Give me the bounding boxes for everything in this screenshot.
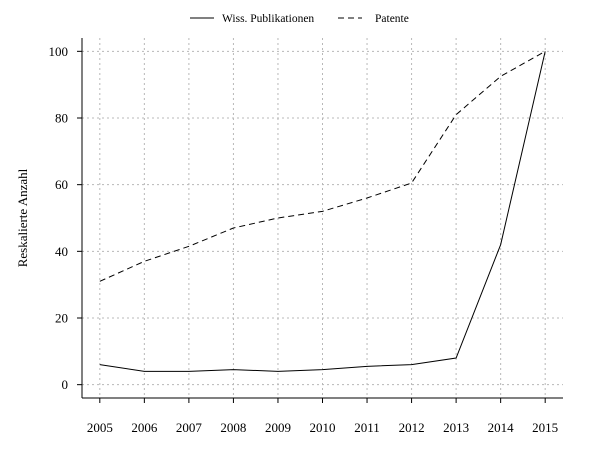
x-tick-label: 2005 [87,420,113,435]
y-tick-label: 20 [55,311,68,326]
y-tick-label: 40 [55,244,68,259]
grid [82,38,563,398]
x-tick-label: 2009 [265,420,291,435]
x-tick-label: 2012 [399,420,425,435]
legend-label-wiss-publikationen: Wiss. Publikationen [222,13,314,25]
series-line-patente [99,50,546,282]
x-tick-label: 2007 [176,420,203,435]
y-tick-label: 80 [55,111,68,126]
x-tick-label: 2013 [443,420,469,435]
series-line-wiss-publikationen [99,51,546,372]
x-tick-label: 2008 [220,420,246,435]
x-tick-label: 2011 [354,420,380,435]
series-group [99,50,546,372]
y-tick-label: 100 [49,44,69,59]
y-axis-title: Reskalierte Anzahl [15,168,30,267]
x-tick-label: 2014 [488,420,515,435]
y-tick-label: 60 [55,177,68,192]
y-tick-label: 0 [62,377,69,392]
x-tick-label: 2015 [532,420,558,435]
legend: Wiss. Publikationen Patente [190,13,409,25]
x-tick-label: 2010 [310,420,336,435]
axes: 0 20 40 60 80 100 2005 2006 2007 2008 2009 2010 2011… [49,38,563,435]
x-tick-label: 2006 [131,420,158,435]
legend-label-patente: Patente [375,13,409,25]
